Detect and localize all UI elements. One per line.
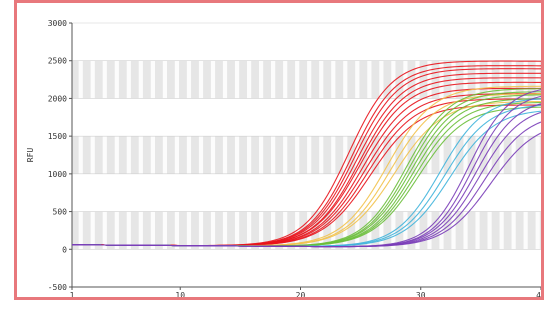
x-tick-label: 40 bbox=[536, 291, 541, 297]
grid-stripe bbox=[523, 23, 528, 287]
grid-stripe bbox=[78, 23, 83, 287]
grid-stripe bbox=[415, 23, 420, 287]
y-tick-labels: -500 0 500 1000 1500 2000 2500 3000 bbox=[48, 19, 72, 292]
y-tick-label: 0 bbox=[62, 245, 67, 254]
grid-stripe bbox=[331, 23, 336, 287]
grid-stripe bbox=[403, 23, 408, 287]
grid-stripe bbox=[174, 23, 180, 287]
grid-stripe bbox=[475, 23, 480, 287]
x-tick-labels: 1 10 20 30 40 bbox=[70, 287, 541, 297]
grid-stripe bbox=[150, 23, 155, 287]
grid-stripe bbox=[162, 23, 168, 287]
grid-stripe bbox=[90, 23, 95, 287]
y-tick-label: -500 bbox=[48, 283, 67, 292]
grid-stripe bbox=[246, 23, 252, 287]
grid-stripe bbox=[535, 23, 540, 287]
y-tick-label: 1000 bbox=[48, 170, 67, 179]
y-tick-label: 3000 bbox=[48, 19, 67, 28]
grid-stripe bbox=[138, 23, 143, 287]
grid-stripe bbox=[258, 23, 264, 287]
grid-band bbox=[72, 136, 541, 174]
grid-stripe bbox=[222, 23, 228, 287]
grid-stripe bbox=[379, 23, 384, 287]
grid-stripe bbox=[114, 23, 119, 287]
grid-stripe bbox=[319, 23, 324, 287]
curve-line-28 bbox=[71, 132, 541, 248]
grid-stripe bbox=[271, 23, 276, 287]
grid-band bbox=[72, 60, 541, 99]
grid-stripe bbox=[102, 23, 107, 287]
grid-stripe bbox=[198, 23, 204, 287]
grid-stripe bbox=[343, 23, 348, 287]
grid-stripe bbox=[487, 23, 492, 287]
grid-stripe bbox=[451, 23, 456, 287]
grid-stripe bbox=[439, 23, 444, 287]
amplification-chart: -500 0 500 1000 1500 2000 2500 3000 1 10 20 30 40 R… bbox=[26, 19, 541, 297]
axes bbox=[71, 23, 541, 288]
grid-stripe bbox=[295, 23, 300, 287]
x-tick-label: 30 bbox=[416, 291, 426, 297]
grid-stripe bbox=[186, 23, 192, 287]
x-tick-label: 20 bbox=[296, 291, 306, 297]
grid-stripe bbox=[210, 23, 216, 287]
y-tick-label: 1500 bbox=[48, 132, 67, 141]
x-tick-label: 10 bbox=[175, 291, 185, 297]
grid-stripe bbox=[307, 23, 312, 287]
y-axis-label: RFU bbox=[26, 148, 35, 163]
grid-stripe bbox=[427, 23, 432, 287]
x-tick-label: 1 bbox=[70, 291, 75, 297]
chart-frame: -500 0 500 1000 1500 2000 2500 3000 1 10 20 30 40 R… bbox=[14, 0, 544, 300]
grid-stripe bbox=[126, 23, 131, 287]
y-tick-label: 2000 bbox=[48, 94, 67, 103]
y-tick-label: 500 bbox=[53, 208, 68, 217]
grid-stripe bbox=[283, 23, 288, 287]
grid-stripe bbox=[234, 23, 240, 287]
y-tick-label: 2500 bbox=[48, 57, 67, 66]
amplification-curves bbox=[71, 60, 541, 248]
grid-stripe bbox=[355, 23, 360, 287]
grid-stripe bbox=[367, 23, 372, 287]
